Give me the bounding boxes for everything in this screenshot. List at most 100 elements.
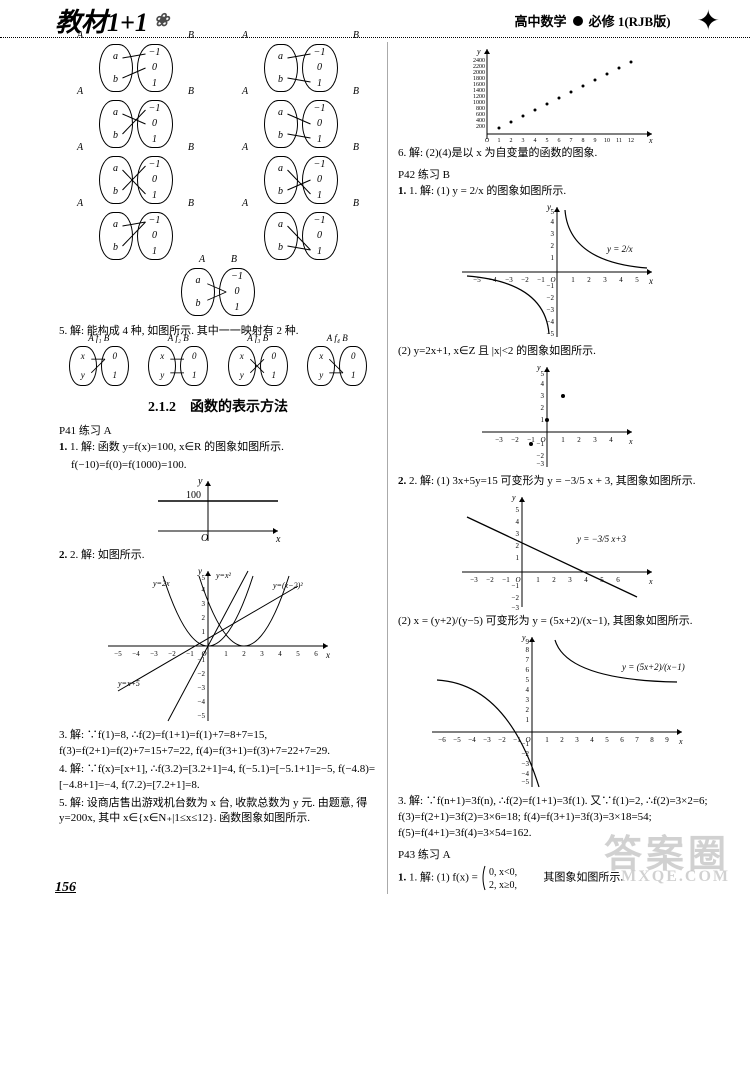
svg-text:y: y xyxy=(197,566,202,576)
mapping-7: A B ab −101 xyxy=(59,210,212,262)
svg-text:4: 4 xyxy=(278,650,282,658)
svg-text:−1: −1 xyxy=(547,282,555,290)
svg-text:−1: −1 xyxy=(186,650,194,658)
svg-text:8: 8 xyxy=(582,138,585,144)
svg-text:−3: −3 xyxy=(537,460,545,468)
svg-text:2: 2 xyxy=(577,436,581,444)
svg-text:100: 100 xyxy=(186,490,201,501)
svg-text:x: x xyxy=(678,737,683,746)
svg-text:2: 2 xyxy=(202,614,206,622)
corner-icon: ✦ xyxy=(697,4,720,38)
svg-text:9: 9 xyxy=(665,736,669,744)
svg-text:3: 3 xyxy=(202,600,206,608)
svg-text:y=x+5: y=x+5 xyxy=(117,679,140,688)
svg-text:2: 2 xyxy=(551,242,555,250)
svg-text:1: 1 xyxy=(545,736,549,744)
svg-text:−2: −2 xyxy=(537,452,545,460)
svg-text:8: 8 xyxy=(526,646,530,654)
brand-text: 教材1+1 xyxy=(55,2,148,39)
svg-text:−3: −3 xyxy=(547,306,555,314)
svg-text:1: 1 xyxy=(551,254,555,262)
mapping-diagram-grid: A B ab −101 A B ab −101 A B ab xyxy=(59,42,377,318)
fig-const: 100 O x y xyxy=(59,476,377,546)
svg-text:3: 3 xyxy=(575,736,579,744)
svg-text:−3: −3 xyxy=(505,276,513,284)
svg-text:1400: 1400 xyxy=(473,88,485,94)
svg-text:3: 3 xyxy=(551,230,555,238)
watermark-sub: MXQE.COM xyxy=(604,871,730,884)
p41-4: 4. 解: ∵f(x)=[x+1], ∴f(3.2)=[3.2+1]=4, f(… xyxy=(59,762,377,794)
svg-text:4: 4 xyxy=(609,436,613,444)
svg-text:−2: −2 xyxy=(198,670,206,678)
header-subject: 高中数学 必修 1(RJB版) ✦ xyxy=(515,4,720,38)
svg-text:y: y xyxy=(511,493,516,502)
svg-text:y: y xyxy=(197,476,203,487)
p42-2b: (2) x = (y+2)/(y−5) 可变形为 y = (5x+2)/(x−1… xyxy=(398,614,716,630)
svg-text:12: 12 xyxy=(628,138,634,144)
svg-text:2000: 2000 xyxy=(473,70,485,76)
svg-text:1200: 1200 xyxy=(473,94,485,100)
svg-text:−1: −1 xyxy=(502,576,510,584)
svg-text:−3: −3 xyxy=(512,604,520,612)
subject-text: 高中数学 xyxy=(515,11,567,30)
svg-text:x: x xyxy=(325,650,330,660)
fig-line: −3−2−1O 123456 12345 −1−2−3 y = −3/5 x+3… xyxy=(398,492,716,612)
svg-text:5: 5 xyxy=(526,676,530,684)
page-number: 156 xyxy=(55,880,76,896)
svg-text:1: 1 xyxy=(536,576,540,584)
svg-text:−3: −3 xyxy=(198,684,206,692)
right-column: 200400600800 1000120014001600 1800200022… xyxy=(388,42,720,894)
svg-text:−2: −2 xyxy=(512,594,520,602)
svg-text:3: 3 xyxy=(593,436,597,444)
svg-text:1: 1 xyxy=(224,650,228,658)
svg-text:1: 1 xyxy=(561,436,565,444)
svg-text:5: 5 xyxy=(546,138,549,144)
mapping-row4: A f₁ B xy 01 A f₂ B xy 01 A f₃ B xy 01 xyxy=(59,344,377,388)
svg-text:1: 1 xyxy=(498,138,501,144)
svg-text:−2: −2 xyxy=(168,650,176,658)
mapping-f2: A f₂ B xy 01 xyxy=(148,344,208,388)
svg-text:x: x xyxy=(648,577,653,586)
p41-1b: f(−10)=f(0)=f(1000)=100. xyxy=(59,458,377,474)
mapping-f4: A f₄ B xy 01 xyxy=(307,344,367,388)
svg-text:6: 6 xyxy=(314,650,318,658)
svg-text:−2: −2 xyxy=(547,294,555,302)
svg-text:2: 2 xyxy=(242,650,246,658)
svg-text:3: 3 xyxy=(603,276,607,284)
svg-text:3: 3 xyxy=(526,696,530,704)
svg-text:x: x xyxy=(628,437,633,446)
svg-text:−5: −5 xyxy=(522,778,530,786)
svg-text:y=x²: y=x² xyxy=(215,571,232,580)
svg-text:−3: −3 xyxy=(470,576,478,584)
svg-text:−2: −2 xyxy=(486,576,494,584)
svg-text:−4: −4 xyxy=(132,650,140,658)
svg-text:2: 2 xyxy=(541,404,545,412)
svg-text:x: x xyxy=(648,136,653,144)
svg-text:−4: −4 xyxy=(522,770,530,778)
svg-text:7: 7 xyxy=(570,138,573,144)
svg-text:9: 9 xyxy=(526,638,530,646)
svg-text:y: y xyxy=(536,363,541,372)
svg-text:1: 1 xyxy=(202,628,206,636)
svg-text:3: 3 xyxy=(522,138,525,144)
svg-text:2: 2 xyxy=(516,542,520,550)
svg-text:−5: −5 xyxy=(453,736,461,744)
svg-text:600: 600 xyxy=(476,112,485,118)
svg-text:10: 10 xyxy=(604,138,610,144)
svg-text:y=2x: y=2x xyxy=(152,579,170,588)
svg-text:2: 2 xyxy=(560,736,564,744)
fig-hyperbola: −5−4−3−2−1 O 12345 12345 −1−2−3−4−5 y = … xyxy=(398,202,716,342)
svg-text:−5: −5 xyxy=(547,330,555,338)
svg-text:5: 5 xyxy=(202,574,206,582)
mapping-f1: A f₁ B xy 01 xyxy=(69,344,129,388)
svg-text:2, x≥0,: 2, x≥0, xyxy=(489,880,517,891)
svg-text:11: 11 xyxy=(616,138,622,144)
svg-text:6: 6 xyxy=(616,576,620,584)
svg-text:−4: −4 xyxy=(198,698,206,706)
svg-text:5: 5 xyxy=(635,276,639,284)
svg-text:7: 7 xyxy=(635,736,639,744)
svg-text:200: 200 xyxy=(476,124,485,130)
svg-text:O: O xyxy=(201,533,208,544)
svg-text:4: 4 xyxy=(516,518,520,526)
bullet-icon xyxy=(573,16,583,26)
